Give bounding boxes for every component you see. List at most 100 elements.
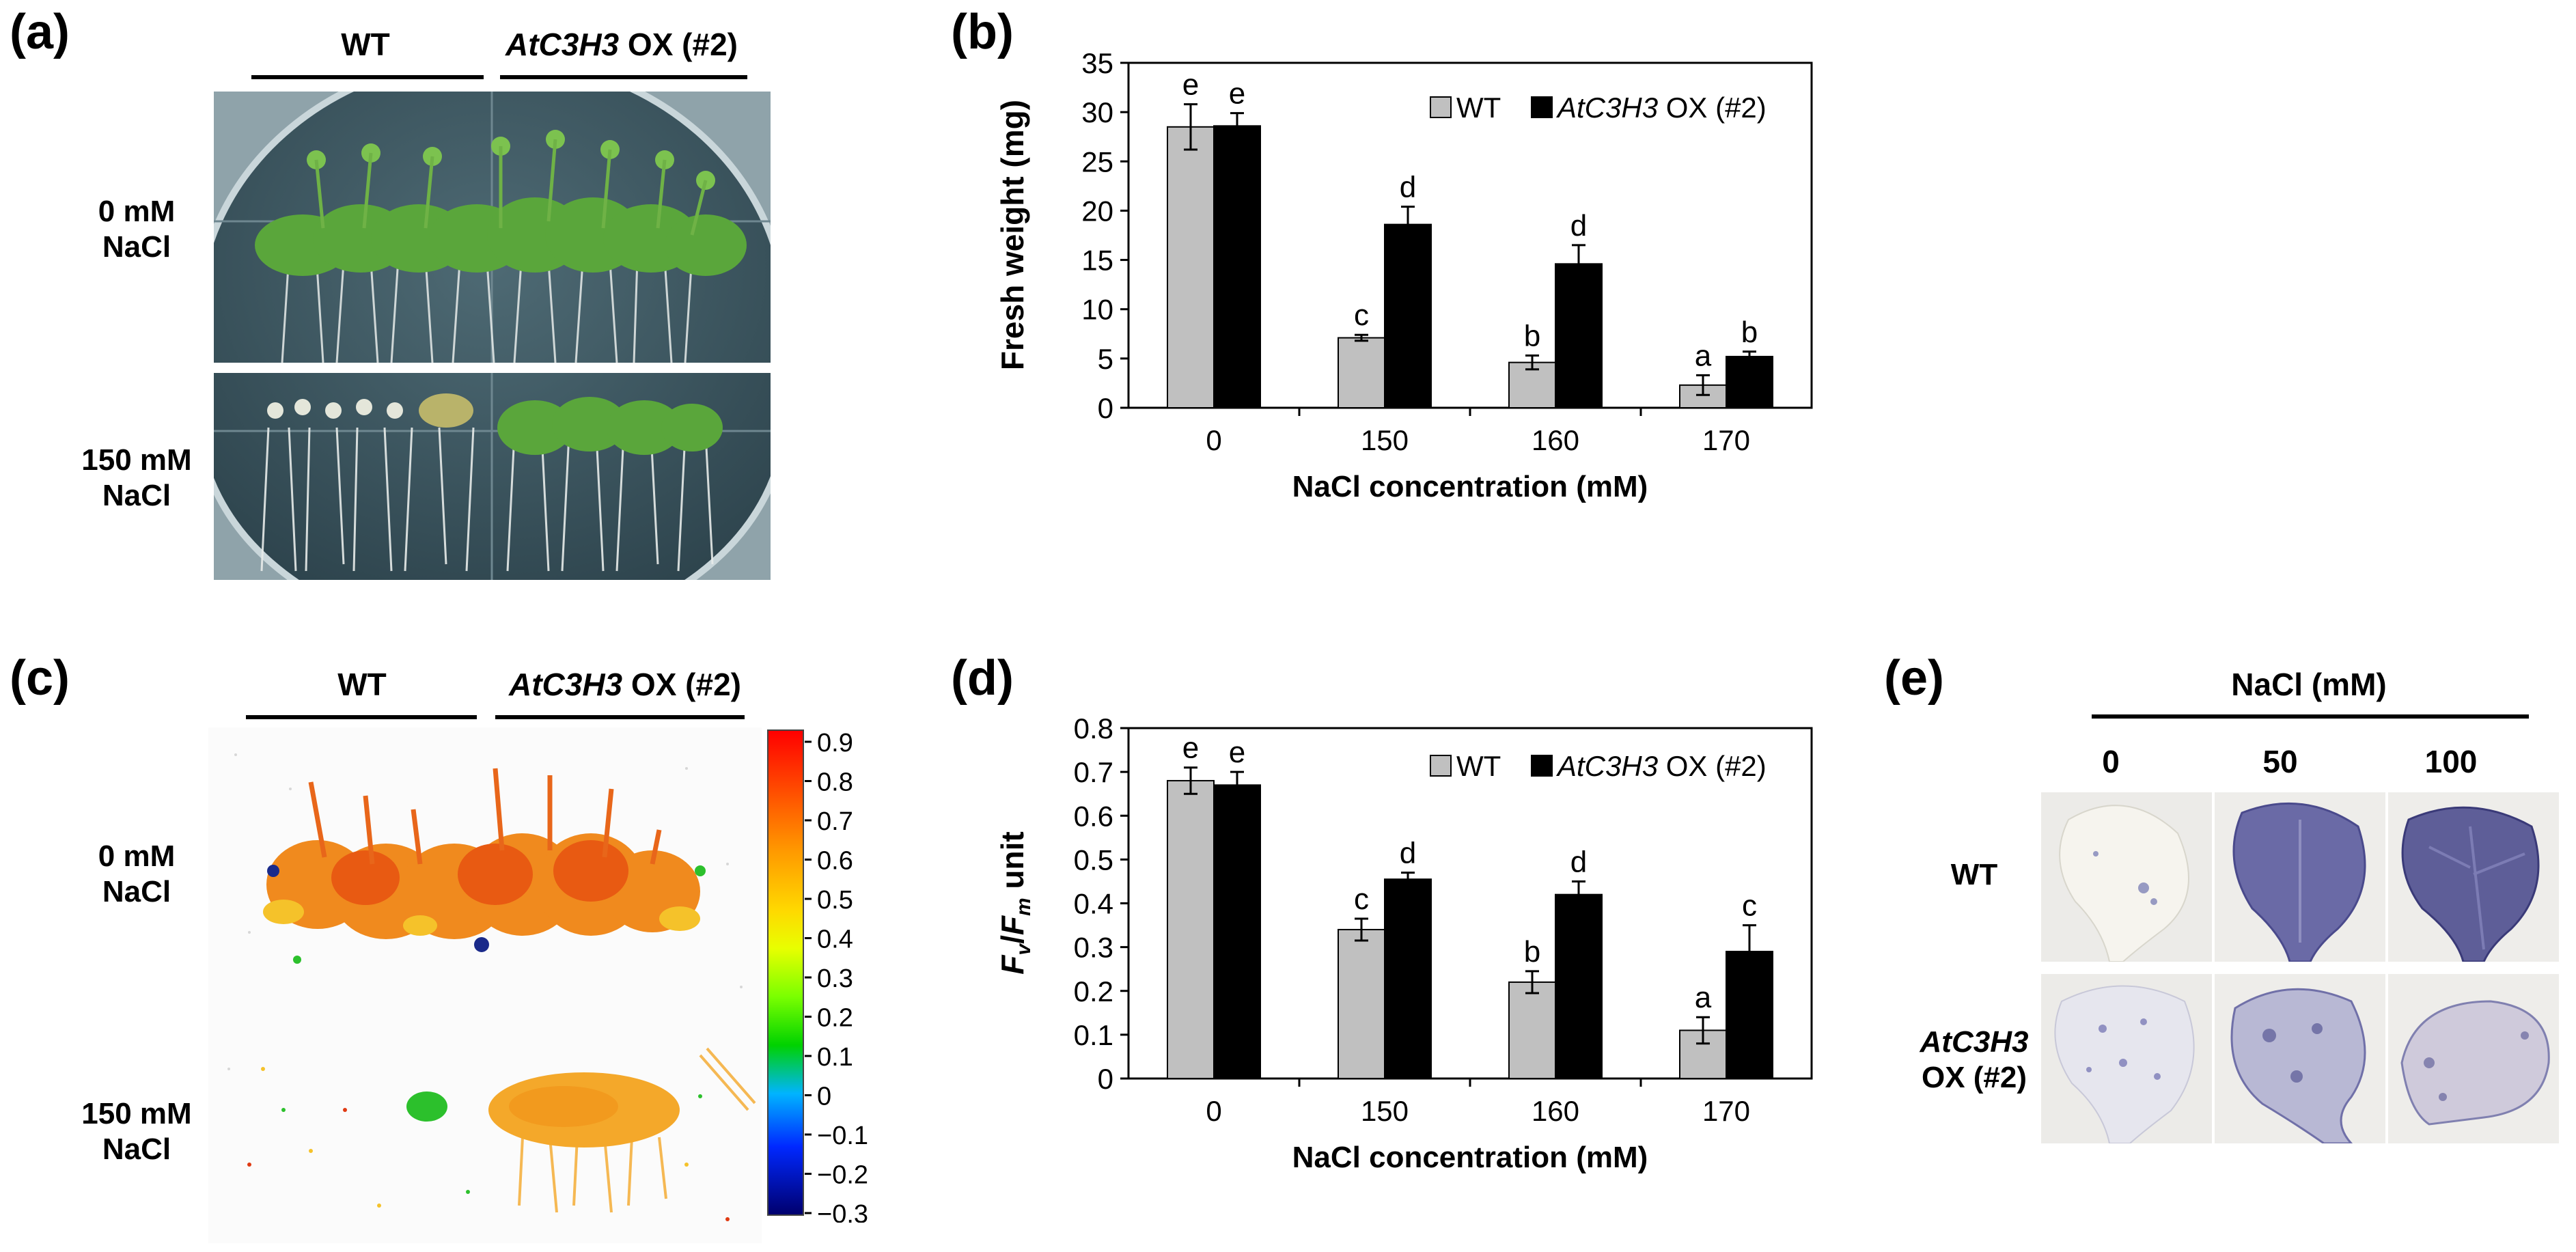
x-tick-label: 0	[1206, 424, 1221, 456]
x-tick-label: 150	[1361, 1095, 1409, 1127]
y-tick-label: 35	[1081, 47, 1113, 79]
x-axis-label: NaCl concentration (mM)	[1292, 1141, 1648, 1174]
bar-ox	[1384, 223, 1432, 408]
legend-ox-rest: OX (#2)	[1658, 750, 1767, 782]
panel-a-wt-label: WT	[341, 27, 390, 62]
y-tick-label: 0	[1098, 392, 1113, 424]
x-tick-label: 150	[1361, 424, 1409, 456]
significance-letter: e	[1229, 736, 1245, 769]
significance-letter: e	[1182, 732, 1199, 765]
panel-label-e: (e)	[1884, 651, 1944, 706]
panel-e-row1-label: WT	[1950, 858, 1998, 891]
bar-ox	[1555, 263, 1603, 409]
colorbar-tick-label: −0.3	[817, 1200, 868, 1223]
bar-wt	[1167, 779, 1215, 1079]
plate-photo-150mm	[214, 373, 771, 580]
significance-letter: a	[1695, 339, 1712, 372]
bar-ox	[1384, 878, 1432, 1079]
significance-letter: c	[1354, 298, 1369, 332]
legend-ox-rest: OX (#2)	[1658, 92, 1767, 124]
legend-label-ox: AtC3H3 OX (#2)	[1555, 750, 1767, 782]
legend-swatch-wt	[1430, 96, 1452, 118]
y-tick-label: 30	[1081, 96, 1113, 128]
significance-letter: a	[1695, 981, 1712, 1014]
panel-c-ox-rest: OX (#2)	[622, 667, 741, 702]
ylabel-slash: /	[995, 935, 1030, 944]
panel-c-ox-bracket	[495, 715, 745, 719]
ylabel-fm-sub: m	[1012, 898, 1035, 916]
ylabel-fv: F	[995, 954, 1030, 975]
colorbar-tick-label: 0.7	[817, 807, 853, 836]
y-tick-label: 20	[1081, 195, 1113, 227]
significance-letter: e	[1229, 77, 1245, 111]
bar-wt	[1338, 337, 1385, 408]
panel-e-header: NaCl (mM)	[2231, 667, 2387, 702]
colorbar-tick-label: 0.9	[817, 729, 853, 757]
panel-c-row1-line1: 0 mM	[98, 839, 176, 873]
leaf-ox-50	[2215, 974, 2385, 1143]
significance-letter: c	[1354, 882, 1369, 916]
y-tick-label: 0.6	[1074, 800, 1113, 832]
colorbar-tick-label: 0.6	[817, 847, 853, 876]
panel-c-row2-label: 150 mM NaCl	[61, 1096, 212, 1167]
panel-c-ox-label: AtC3H3 OX (#2)	[492, 666, 758, 703]
ylabel-fm: F	[995, 915, 1030, 935]
x-tick-label: 160	[1532, 1095, 1579, 1127]
y-tick-label: 0.3	[1074, 932, 1113, 964]
bar-ox	[1213, 125, 1261, 408]
legend-label-wt: WT	[1456, 750, 1501, 782]
fvfm-image	[208, 727, 762, 1243]
y-axis-label: Fv/Fm unit	[995, 831, 1035, 974]
leaf-ox-100	[2388, 974, 2559, 1143]
colorbar-tick-label: 0.1	[817, 1043, 853, 1072]
significance-letter: d	[1400, 171, 1416, 204]
leaf-wt-0	[2041, 792, 2212, 962]
panel-a-row2-line2: NaCl	[102, 479, 171, 512]
panel-a-ox-bracket	[500, 75, 747, 79]
legend-ox-gene: AtC3H3	[1555, 750, 1658, 782]
panel-e-row2-gene: AtC3H3	[1920, 1025, 2029, 1059]
ylabel-fv-sub: v	[1012, 943, 1035, 956]
y-tick-label: 5	[1098, 343, 1113, 375]
leaf-wt-50	[2215, 792, 2385, 962]
panel-e-row2-line2: OX (#2)	[1921, 1061, 2027, 1094]
x-tick-label: 170	[1702, 1095, 1750, 1127]
panel-c-row2-line1: 150 mM	[81, 1097, 192, 1130]
panel-e-col-0: 0	[2102, 744, 2120, 779]
plate-photo-0mm	[214, 92, 771, 363]
y-tick-label: 25	[1081, 145, 1113, 178]
panel-c-row1-line2: NaCl	[102, 875, 171, 908]
panel-e-row2-label: AtC3H3 OX (#2)	[1892, 1025, 2056, 1096]
colorbar-tick-label: 0.2	[817, 1004, 853, 1033]
x-tick-label: 170	[1702, 424, 1750, 456]
y-tick-label: 0.4	[1074, 888, 1113, 920]
significance-letter: c	[1742, 889, 1757, 923]
panel-a-ox-gene: AtC3H3	[505, 27, 620, 62]
colorbar-tick-label: 0.5	[817, 886, 853, 915]
colorbar-tick-label: 0.8	[817, 768, 853, 797]
panel-c-wt-label: WT	[337, 667, 387, 702]
y-tick-label: 0.7	[1074, 756, 1113, 788]
panel-a-row1-line2: NaCl	[102, 230, 171, 264]
legend-swatch-wt	[1430, 755, 1452, 777]
bar-wt	[1167, 126, 1215, 409]
significance-letter: e	[1182, 68, 1199, 102]
panel-e-col-1: 50	[2262, 744, 2298, 779]
x-axis-label: NaCl concentration (mM)	[1292, 470, 1648, 503]
panel-a-row2-label: 150 mM NaCl	[61, 443, 212, 514]
leaf-wt-100	[2388, 792, 2559, 962]
significance-letter: d	[1570, 209, 1587, 242]
panel-c-wt-bracket	[246, 715, 477, 719]
legend-label-wt: WT	[1456, 92, 1501, 124]
colorbar	[767, 729, 804, 1216]
panel-a-ox-label: AtC3H3 OX (#2)	[492, 26, 751, 63]
panel-a-row2-line1: 150 mM	[81, 443, 192, 477]
colorbar-tick-label: −0.1	[817, 1122, 868, 1150]
panel-e-col-2: 100	[2424, 744, 2478, 779]
colorbar-axis: 0.9 0.8 0.7 0.6 0.5 0.4 0.3 0.2 0.1 0 −0.1 −0.2 −0.3	[805, 729, 868, 1223]
bar-ox	[1726, 355, 1773, 409]
y-tick-label: 0.5	[1074, 844, 1113, 876]
colorbar-tick-label: 0.4	[817, 926, 853, 954]
legend-swatch-ox	[1531, 96, 1553, 118]
